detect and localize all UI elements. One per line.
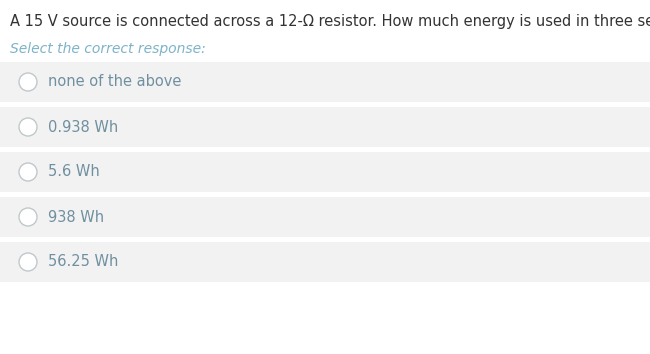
Circle shape xyxy=(19,253,37,271)
FancyBboxPatch shape xyxy=(0,62,650,102)
FancyBboxPatch shape xyxy=(0,242,650,282)
Text: 5.6 Wh: 5.6 Wh xyxy=(48,165,99,179)
Circle shape xyxy=(19,73,37,91)
Text: 0.938 Wh: 0.938 Wh xyxy=(48,120,118,135)
FancyBboxPatch shape xyxy=(0,152,650,192)
Text: Select the correct response:: Select the correct response: xyxy=(10,42,206,56)
Text: none of the above: none of the above xyxy=(48,74,181,90)
Text: 938 Wh: 938 Wh xyxy=(48,210,104,224)
Text: A 15 V source is connected across a 12-Ω resistor. How much energy is used in th: A 15 V source is connected across a 12-Ω… xyxy=(10,14,650,29)
FancyBboxPatch shape xyxy=(0,197,650,237)
FancyBboxPatch shape xyxy=(0,107,650,147)
Text: 56.25 Wh: 56.25 Wh xyxy=(48,255,118,269)
Circle shape xyxy=(19,163,37,181)
Circle shape xyxy=(19,118,37,136)
Circle shape xyxy=(19,208,37,226)
